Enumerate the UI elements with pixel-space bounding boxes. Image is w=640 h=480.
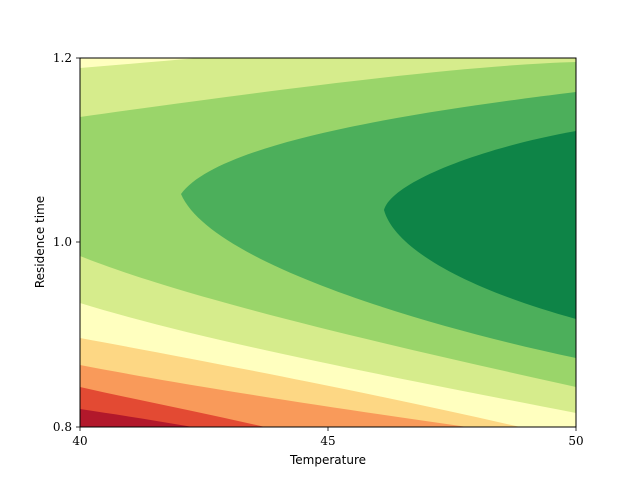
plot-area [80,58,576,427]
x-axis: 40 45 50 Temperature [72,427,584,467]
x-tick-label: 40 [72,434,87,448]
y-tick-label: 1.2 [53,51,72,65]
contour-band-level-8 [384,131,576,319]
x-tick-label: 45 [320,434,335,448]
y-tick-label: 1.0 [53,235,72,249]
y-axis-label: Residence time [33,196,47,288]
x-tick-label: 50 [568,434,583,448]
y-tick-label: 0.8 [53,420,72,434]
contour-band-level-4-top [80,58,200,68]
contour-band-level-5-top [80,58,576,117]
contour-band-level-0 [80,409,193,427]
x-axis-label: Temperature [289,453,366,467]
y-axis: 0.8 1.0 1.2 Residence time [33,51,80,434]
